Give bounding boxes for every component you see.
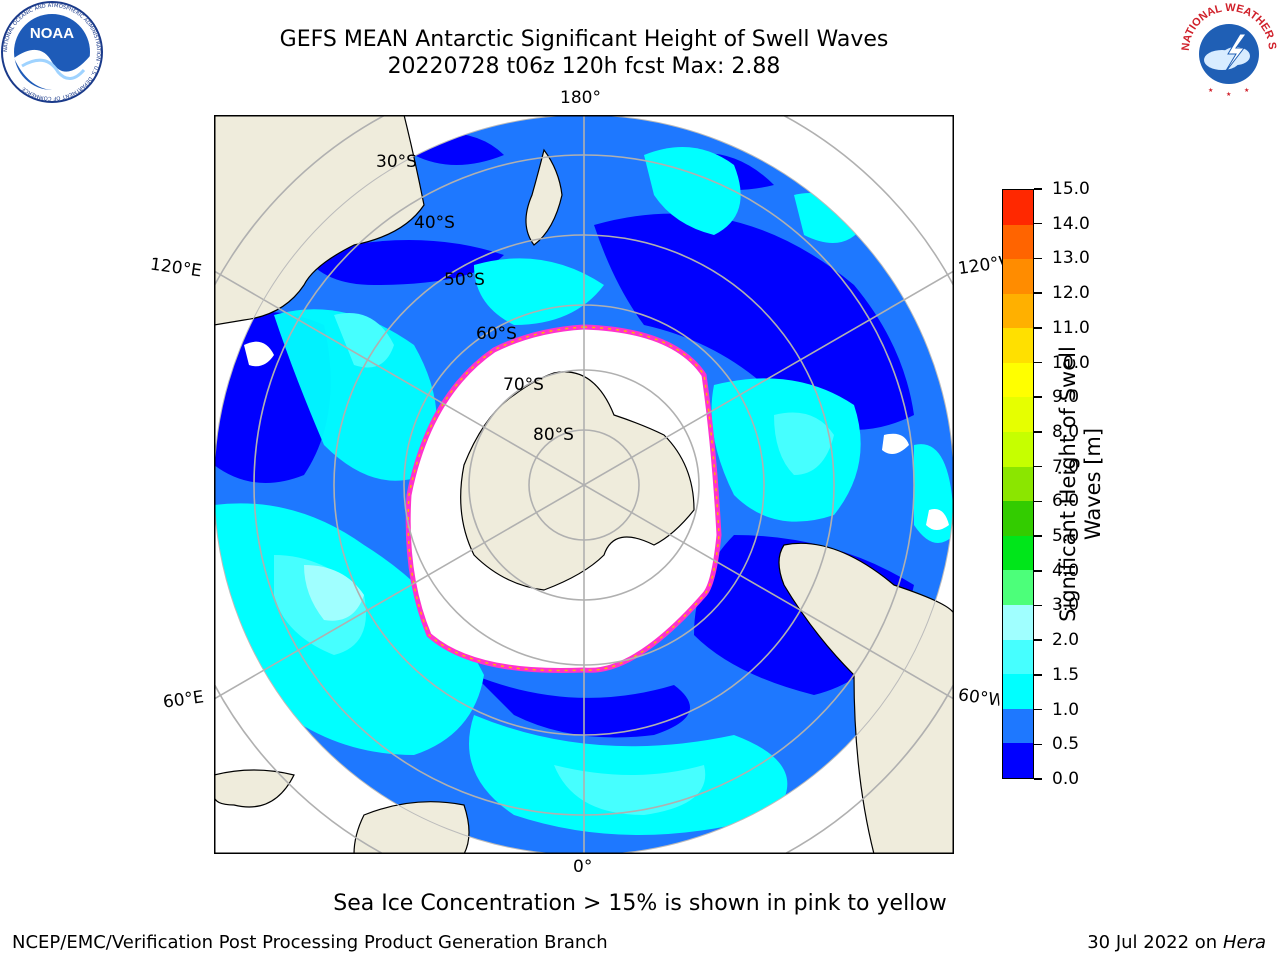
colorbar-tick	[1034, 535, 1042, 537]
noaa-logo-icon: NOAA NATIONAL OCEANIC AND ATMOSPHERIC AD…	[1, 1, 103, 103]
colorbar-tick	[1034, 570, 1042, 572]
colorbar-tick	[1034, 188, 1042, 190]
lat-label-80s: 80°S	[533, 425, 574, 445]
chart-subtitle: 20220728 t06z 120h fcst Max: 2.88	[387, 54, 781, 79]
colorbar-segment	[1003, 605, 1033, 640]
colorbar	[1002, 189, 1034, 779]
colorbar-segment	[1003, 189, 1033, 225]
nws-logo-icon: NATIONAL WEATHER SERVICE ★ ★ ★	[1178, 0, 1278, 100]
colorbar-tick-label: 5.0	[1052, 526, 1080, 547]
colorbar-tick-label: 8.0	[1052, 421, 1080, 442]
polar-map	[214, 115, 954, 854]
colorbar-tick	[1034, 500, 1042, 503]
lon-label-120e: 120°E	[148, 254, 203, 282]
colorbar-tick	[1034, 327, 1042, 329]
footer-date-text: 30 Jul 2022 on	[1087, 932, 1223, 953]
colorbar-segment	[1003, 639, 1033, 675]
colorbar-tick-label: 10.0	[1052, 352, 1090, 373]
lon-label-0: 0°	[573, 857, 593, 877]
colorbar-segment	[1003, 259, 1033, 294]
colorbar-tick	[1034, 431, 1042, 433]
colorbar-tick-label: 4.0	[1052, 560, 1080, 581]
colorbar-tick-label: 7.0	[1052, 456, 1080, 477]
colorbar-segment	[1003, 501, 1033, 536]
colorbar-segment	[1003, 674, 1033, 709]
colorbar-segment	[1003, 743, 1033, 778]
lon-label-180: 180°	[560, 88, 601, 108]
lat-label-60s: 60°S	[476, 324, 517, 344]
colorbar-tick-label: 13.0	[1052, 248, 1090, 269]
colorbar-tick-label: 3.0	[1052, 595, 1080, 616]
colorbar-tick-label: 14.0	[1052, 213, 1090, 234]
colorbar-tick	[1034, 743, 1042, 746]
colorbar-segment	[1003, 293, 1033, 329]
graticule	[214, 115, 954, 854]
noaa-logo-text: NOAA	[30, 25, 74, 42]
colorbar-tick-label: 12.0	[1052, 283, 1090, 304]
colorbar-tick-label: 1.5	[1052, 664, 1080, 685]
colorbar-tick	[1034, 465, 1042, 468]
lat-label-50s: 50°S	[444, 270, 485, 290]
colorbar-segment	[1003, 466, 1033, 502]
colorbar-tick-label: 2.0	[1052, 630, 1080, 651]
colorbar-tick	[1034, 778, 1042, 780]
svg-text:★: ★	[1244, 87, 1249, 94]
colorbar-segment	[1003, 328, 1033, 363]
colorbar-segment	[1003, 397, 1033, 433]
colorbar-segment	[1003, 224, 1033, 260]
colorbar-tick	[1034, 674, 1042, 676]
colorbar-tick	[1034, 708, 1042, 711]
footer-date: 30 Jul 2022 on Hera	[1087, 932, 1266, 953]
colorbar-tick-label: 0.0	[1052, 769, 1080, 789]
colorbar-tick-label: 1.0	[1052, 699, 1080, 720]
colorbar-tick	[1034, 361, 1042, 364]
colorbar-tick	[1034, 604, 1042, 607]
lon-label-60w: 60°W	[956, 685, 1002, 711]
colorbar-tick	[1034, 257, 1042, 260]
colorbar-tick	[1034, 639, 1042, 641]
colorbar-segment	[1003, 432, 1033, 467]
lat-label-70s: 70°S	[503, 375, 544, 395]
colorbar-segment	[1003, 708, 1033, 744]
colorbar-tick-label: 11.0	[1052, 317, 1090, 338]
colorbar-segment	[1003, 362, 1033, 398]
colorbar-tick-label: 0.5	[1052, 734, 1080, 755]
footer-host: Hera	[1222, 932, 1266, 953]
land-masses	[214, 115, 954, 854]
colorbar-tick	[1034, 292, 1042, 294]
lon-label-120w: 120°W	[956, 252, 1006, 280]
sea-ice-note: Sea Ice Concentration > 15% is shown in …	[333, 891, 947, 916]
colorbar-segment	[1003, 570, 1033, 606]
colorbar-tick-label: 9.0	[1052, 387, 1080, 408]
colorbar-tick	[1034, 222, 1042, 225]
colorbar-segment	[1003, 535, 1033, 571]
lat-label-30s: 30°S	[376, 152, 417, 172]
footer-credit: NCEP/EMC/Verification Post Processing Pr…	[12, 932, 608, 953]
lat-label-40s: 40°S	[414, 213, 455, 233]
colorbar-tick-label: 6.0	[1052, 491, 1080, 512]
colorbar-tick	[1034, 396, 1042, 398]
lon-label-60e: 60°E	[161, 687, 206, 713]
svg-text:★: ★	[1208, 87, 1213, 94]
svg-text:★: ★	[1226, 91, 1231, 98]
chart-title: GEFS MEAN Antarctic Significant Height o…	[279, 27, 889, 52]
colorbar-label: Significant Height of Swell Waves [m]	[1056, 346, 1105, 622]
colorbar-tick-label: 15.0	[1052, 179, 1090, 199]
